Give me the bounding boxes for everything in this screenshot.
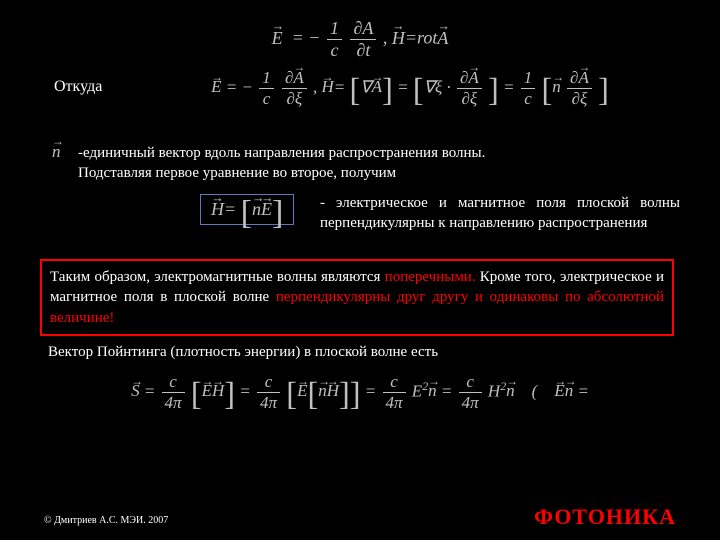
equation-plane-wave-fields: E = − 1c ∂A∂ξ , H= [∇A] = [∇ξ · ∂A∂ξ ] =… xyxy=(140,68,680,109)
label-whence: Откуда xyxy=(54,78,102,96)
brand-photonics: ФОТОНИКА xyxy=(534,504,676,530)
highlight-box-transverse: Таким образом, электромагнитные волны яв… xyxy=(40,259,674,336)
text-unit-vector-explanation: -единичный вектор вдоль направления расп… xyxy=(78,144,680,183)
text-perpendicular-fields: - электрическое и магнитное поля плоской… xyxy=(320,194,680,233)
equation-poynting: S = c4π [EH] = c4π [E[nH]] = c4π E2n = c… xyxy=(0,372,720,413)
vector-e: E xyxy=(272,28,283,49)
label-poynting-vector: Вектор Пойнтинга (плотность энергии) в п… xyxy=(48,344,438,361)
equation-e-h-definition: E = − 1c ∂A∂t , H=rotA xyxy=(0,18,720,61)
copyright-text: © Дмитриев А.С. МЭИ. 2007 xyxy=(44,515,168,526)
equation-h-equals-n-cross-e: H= [nE] xyxy=(200,194,294,225)
vector-h: H xyxy=(392,28,405,49)
symbol-unit-vector-n: n xyxy=(52,142,61,162)
